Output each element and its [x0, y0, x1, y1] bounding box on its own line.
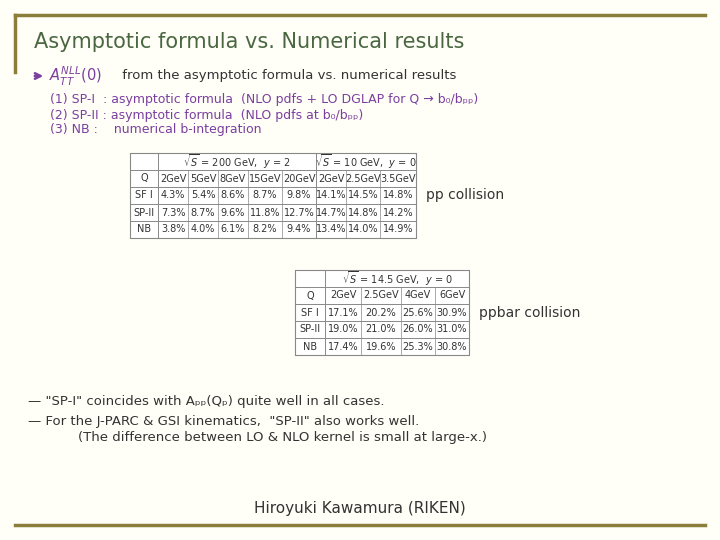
Text: 30.8%: 30.8%: [437, 341, 467, 352]
Text: (The difference between LO & NLO kernel is small at large-x.): (The difference between LO & NLO kernel …: [78, 431, 487, 444]
Text: SP-II: SP-II: [300, 325, 320, 334]
Text: 25.6%: 25.6%: [402, 307, 433, 318]
Text: pp collision: pp collision: [426, 188, 504, 202]
Text: 3.5GeV: 3.5GeV: [380, 173, 415, 184]
Text: — "SP-I" coincides with Aₚₚ(Qₚ) quite well in all cases.: — "SP-I" coincides with Aₚₚ(Qₚ) quite we…: [28, 395, 384, 408]
Text: Q: Q: [306, 291, 314, 300]
Text: 14.8%: 14.8%: [348, 207, 378, 218]
Text: 14.8%: 14.8%: [383, 191, 413, 200]
Text: 2.5GeV: 2.5GeV: [345, 173, 381, 184]
Text: 26.0%: 26.0%: [402, 325, 433, 334]
Text: 14.2%: 14.2%: [383, 207, 413, 218]
Text: 8.7%: 8.7%: [191, 207, 215, 218]
Text: SP-II: SP-II: [133, 207, 155, 218]
Text: ppbar collision: ppbar collision: [479, 306, 580, 320]
Text: from the asymptotic formula vs. numerical results: from the asymptotic formula vs. numerica…: [118, 70, 456, 83]
Bar: [130, 153, 416, 238]
Text: 8.2%: 8.2%: [253, 225, 277, 234]
Text: 19.0%: 19.0%: [328, 325, 359, 334]
Text: 2GeV: 2GeV: [318, 173, 344, 184]
Text: 4.3%: 4.3%: [161, 191, 185, 200]
Text: 14.9%: 14.9%: [383, 225, 413, 234]
Text: NB: NB: [137, 225, 151, 234]
Bar: [295, 270, 469, 355]
Text: 4.0%: 4.0%: [191, 225, 215, 234]
Text: 19.6%: 19.6%: [366, 341, 396, 352]
Text: — For the J-PARC & GSI kinematics,  "SP-II" also works well.: — For the J-PARC & GSI kinematics, "SP-I…: [28, 415, 419, 429]
Text: 3.8%: 3.8%: [161, 225, 185, 234]
Text: NB: NB: [303, 341, 317, 352]
Text: 8.7%: 8.7%: [253, 191, 277, 200]
Text: $\sqrt{S}$ = 200 GeV,  $y$ = 2: $\sqrt{S}$ = 200 GeV, $y$ = 2: [183, 152, 291, 171]
Text: $\sqrt{S}$ = 10 GeV,  $y$ = 0: $\sqrt{S}$ = 10 GeV, $y$ = 0: [315, 152, 417, 171]
Text: 9.4%: 9.4%: [287, 225, 311, 234]
Text: SF I: SF I: [301, 307, 319, 318]
Text: SF I: SF I: [135, 191, 153, 200]
Text: 9.8%: 9.8%: [287, 191, 311, 200]
Text: 21.0%: 21.0%: [366, 325, 396, 334]
Text: 14.1%: 14.1%: [316, 191, 346, 200]
Text: 25.3%: 25.3%: [402, 341, 433, 352]
Text: 14.0%: 14.0%: [348, 225, 378, 234]
Text: 6.1%: 6.1%: [221, 225, 246, 234]
Text: Hiroyuki Kawamura (RIKEN): Hiroyuki Kawamura (RIKEN): [254, 501, 466, 516]
Text: 2GeV: 2GeV: [160, 173, 186, 184]
Text: 15GeV: 15GeV: [248, 173, 282, 184]
Text: 17.1%: 17.1%: [328, 307, 359, 318]
Text: 4GeV: 4GeV: [405, 291, 431, 300]
Text: 9.6%: 9.6%: [221, 207, 246, 218]
Text: 30.9%: 30.9%: [437, 307, 467, 318]
Text: 2GeV: 2GeV: [330, 291, 356, 300]
Text: 8.6%: 8.6%: [221, 191, 246, 200]
Text: Q: Q: [140, 173, 148, 184]
Text: Asymptotic formula vs. Numerical results: Asymptotic formula vs. Numerical results: [34, 32, 464, 52]
Text: 5.4%: 5.4%: [191, 191, 215, 200]
Text: 5GeV: 5GeV: [190, 173, 216, 184]
Text: $A_{TT}^{NLL}(0)$: $A_{TT}^{NLL}(0)$: [49, 64, 102, 87]
Text: 6GeV: 6GeV: [439, 291, 465, 300]
Text: (3) NB :    numerical b-integration: (3) NB : numerical b-integration: [50, 124, 261, 137]
Text: 14.5%: 14.5%: [348, 191, 378, 200]
Text: 20.2%: 20.2%: [366, 307, 397, 318]
Text: 20GeV: 20GeV: [283, 173, 315, 184]
Text: 14.7%: 14.7%: [315, 207, 346, 218]
Text: 31.0%: 31.0%: [437, 325, 467, 334]
Text: 7.3%: 7.3%: [161, 207, 185, 218]
Text: (1) SP-I  : asymptotic formula  (NLO pdfs + LO DGLAP for Q → b₀/bₚₚ): (1) SP-I : asymptotic formula (NLO pdfs …: [50, 93, 478, 106]
Text: 13.4%: 13.4%: [316, 225, 346, 234]
Text: 17.4%: 17.4%: [328, 341, 359, 352]
Text: 2.5GeV: 2.5GeV: [363, 291, 399, 300]
Text: (2) SP-II : asymptotic formula  (NLO pdfs at b₀/bₚₚ): (2) SP-II : asymptotic formula (NLO pdfs…: [50, 109, 364, 122]
Text: 11.8%: 11.8%: [250, 207, 280, 218]
Text: 12.7%: 12.7%: [284, 207, 315, 218]
Text: $\sqrt{S}$ = 14.5 GeV,  $y$ = 0: $\sqrt{S}$ = 14.5 GeV, $y$ = 0: [341, 269, 452, 288]
Text: 8GeV: 8GeV: [220, 173, 246, 184]
